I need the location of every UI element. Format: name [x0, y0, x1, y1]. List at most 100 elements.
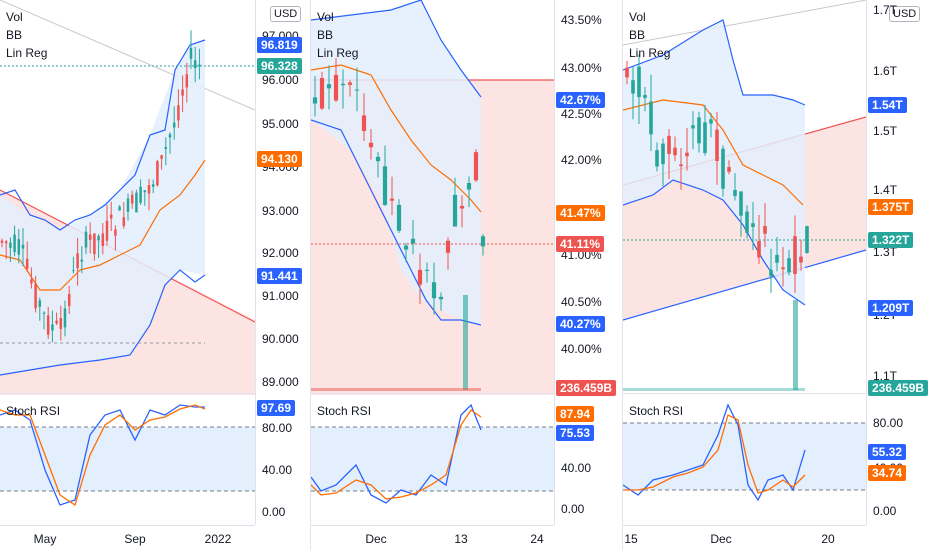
candle-body	[0, 240, 4, 243]
candles-2	[312, 58, 486, 315]
candle-body	[319, 77, 325, 109]
candle-body	[67, 294, 71, 307]
candle-body	[80, 259, 84, 262]
legend-bb[interactable]: BB	[317, 28, 334, 42]
price-axis-2[interactable]: 43.50% 43.00% 42.50% 42.00% 41.00% 40.50…	[554, 0, 622, 525]
bb-lower-tag-1: 91.441	[257, 268, 302, 284]
stoch-rsi-label-1[interactable]: Stoch RSI	[6, 404, 61, 418]
candle-body	[739, 191, 743, 216]
candle-body	[168, 134, 172, 138]
candle-body	[410, 238, 416, 244]
stoch-rsi-label-2[interactable]: Stoch RSI	[317, 404, 372, 418]
time-axis-1[interactable]: May Sep 2022	[0, 525, 255, 550]
stoch-k-3	[623, 403, 806, 502]
legend-lin-reg[interactable]: Lin Reg	[6, 46, 48, 60]
candle-body	[46, 315, 50, 335]
bb-basis-3	[623, 99, 804, 206]
last-price-tag-2: 41.11%	[556, 236, 605, 252]
candle-body	[438, 296, 444, 300]
candle-body	[114, 229, 117, 236]
candle-body	[147, 185, 151, 194]
price-tick: 42.50%	[561, 107, 602, 121]
candle-body	[793, 236, 797, 275]
chart-panel-3[interactable]: Vol BB Lin Reg Stoch RSI USD 1.7T 1.6T 1…	[623, 0, 932, 550]
candle-body	[473, 152, 479, 181]
candle-body	[396, 204, 402, 231]
stoch-band-3	[623, 423, 866, 490]
price-pane-2[interactable]	[311, 0, 554, 525]
stoch-rsi-label-3[interactable]: Stoch RSI	[629, 404, 684, 418]
stoch-tick: 80.00	[262, 421, 293, 435]
indicator-legend-3: Vol BB Lin Reg	[629, 8, 670, 62]
bb-upper-tag-2: 42.67%	[556, 92, 605, 108]
time-tick: 13	[454, 532, 468, 546]
legend-vol[interactable]: Vol	[317, 10, 334, 24]
candle-body	[340, 83, 346, 86]
bb-upper-tag-3: 1.54T	[868, 97, 907, 113]
price-pane-1[interactable]	[0, 0, 255, 525]
legend-vol[interactable]: Vol	[6, 10, 23, 24]
time-tick: 15	[624, 532, 638, 546]
stoch-k-tag-2: 75.53	[556, 425, 595, 441]
currency-button-3[interactable]: USD	[889, 6, 921, 22]
time-tick: May	[33, 532, 57, 546]
legend-lin-reg[interactable]: Lin Reg	[629, 46, 671, 60]
legend-bb[interactable]: BB	[629, 28, 646, 42]
candle-body	[160, 155, 163, 159]
bb-lower-3	[623, 179, 806, 306]
candle-body	[382, 166, 388, 205]
time-tick: 2022	[204, 532, 232, 546]
price-axis-3[interactable]: USD 1.7T 1.6T 1.5T 1.4T 1.3T 1.2T 1.1T 8…	[866, 0, 932, 525]
candle-body	[715, 129, 719, 162]
candle-body	[101, 233, 105, 246]
price-tick: 1.5T	[873, 124, 898, 138]
legend-vol[interactable]: Vol	[629, 10, 646, 24]
price-tick: 90.000	[262, 332, 299, 346]
currency-button-1[interactable]: USD	[270, 6, 302, 22]
candle-body	[703, 122, 707, 153]
price-tick: 1.6T	[873, 64, 898, 78]
stoch-k-tag-3: 55.32	[868, 444, 907, 460]
price-axis-1[interactable]: USD 97.000 96.000 95.000 94.000 93.000 9…	[255, 0, 310, 525]
candle-body	[763, 225, 767, 234]
panel-separator	[310, 0, 311, 550]
time-tick: Dec	[365, 532, 387, 546]
candle-body	[721, 148, 725, 189]
candle-body	[637, 66, 641, 98]
price-tick: 95.000	[262, 117, 299, 131]
candle-body	[13, 234, 16, 253]
candle-body	[403, 245, 409, 250]
candles-1	[0, 30, 201, 343]
candle-body	[745, 211, 749, 233]
price-pane-3[interactable]	[623, 0, 866, 525]
time-axis-3[interactable]: 15 Dec 20	[623, 525, 866, 550]
candle-body	[172, 122, 176, 128]
time-axis-2[interactable]: Dec 13 24	[311, 525, 554, 550]
stoch-pane-3[interactable]	[623, 395, 866, 525]
bb-lower-1	[0, 269, 206, 376]
bb-upper-1	[0, 39, 206, 231]
chart-panel-1[interactable]: Vol BB Lin Reg Stoch RSI USD 97.000 96.0…	[0, 0, 310, 550]
candle-body	[757, 241, 761, 258]
candle-body	[193, 60, 197, 69]
stoch-tick: 40.00	[561, 461, 592, 475]
legend-bb[interactable]: BB	[6, 28, 23, 42]
legend-lin-reg[interactable]: Lin Reg	[317, 46, 359, 60]
stoch-band-1	[0, 427, 255, 491]
candle-body	[63, 308, 67, 328]
stoch-tick: 0.00	[873, 504, 897, 518]
candle-body	[156, 161, 159, 186]
stoch-pane-1[interactable]	[0, 395, 255, 525]
time-tick: 20	[821, 532, 835, 546]
candle-body	[697, 117, 701, 144]
pane-divider-3	[623, 393, 866, 394]
candle-body	[185, 74, 189, 88]
candle-body	[118, 206, 121, 211]
candle-body	[17, 239, 21, 255]
candle-body	[661, 143, 665, 165]
candle-body	[417, 269, 423, 285]
candle-body	[679, 164, 683, 167]
chart-panel-2[interactable]: Vol BB Lin Reg Stoch RSI 43.50% 43.00% 4…	[311, 0, 622, 550]
stoch-pane-2[interactable]	[311, 395, 554, 525]
bb-basis-tag-3: 1.375T	[868, 199, 914, 215]
